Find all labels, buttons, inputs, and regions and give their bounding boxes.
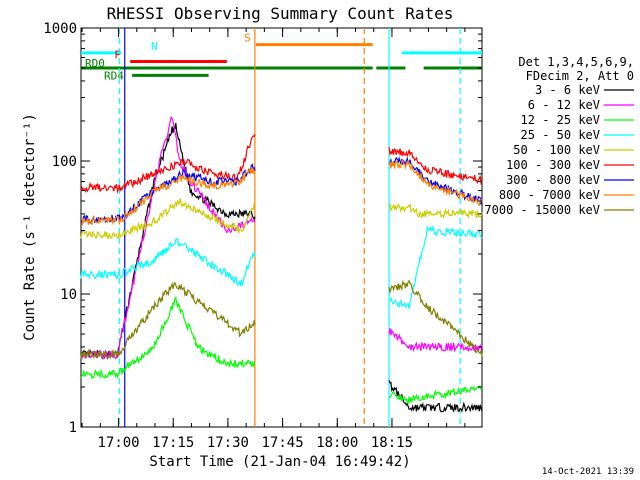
y-axis: 1 10 100 1000: [43, 21, 482, 436]
series-line-7000-15000-kev: [80, 279, 483, 360]
state-label-s: S: [244, 32, 251, 45]
legend-label-7000-15000-kev: 7000 - 15000 keV: [484, 203, 600, 217]
legend-label-50-100-kev: 50 - 100 keV: [513, 143, 600, 157]
y-axis-label: Count Rate (s⁻¹ detector⁻¹): [22, 113, 38, 341]
state-label-rd0: RD0: [85, 57, 105, 70]
series-line-50-100-kev: [80, 198, 483, 240]
state-label-n: N: [151, 40, 158, 53]
x-tick-label: 17:15: [152, 435, 194, 451]
legend-header-line-2: FDecim 2, Att 0: [526, 69, 634, 83]
series-line-25-50-kev: [80, 224, 483, 309]
y-tick-label: 1000: [43, 21, 77, 37]
vertical-markers: [118, 28, 461, 427]
series-line-100-300-kev: [80, 133, 483, 194]
legend-label-12-25-kev: 12 - 25 keV: [521, 113, 600, 127]
legend-label-3-6-kev: 3 - 6 keV: [535, 83, 600, 97]
series-line-6-12-kev: [80, 115, 483, 361]
x-tick-label: 17:30: [207, 435, 249, 451]
data-series: [80, 115, 483, 413]
state-label-rd4: RD4: [104, 69, 124, 82]
plot-frame: [80, 27, 483, 428]
x-axis-label: Start Time (21-Jan-04 16:49:42): [149, 454, 410, 470]
legend-label-25-50-kev: 25 - 50 keV: [521, 128, 600, 142]
legend-label-800-7000-kev: 800 - 7000 keV: [499, 188, 600, 202]
footer-timestamp: 14-Oct-2021 13:39: [542, 467, 634, 477]
x-tick-label: 18:00: [316, 435, 358, 451]
y-tick-label: 100: [52, 154, 77, 170]
chart-title: RHESSI Observing Summary Count Rates: [107, 4, 454, 23]
x-tick-label: 18:15: [371, 435, 413, 451]
legend-label-6-12-kev: 6 - 12 keV: [528, 98, 600, 112]
series-line-12-25-kev: [80, 295, 483, 405]
y-tick-label: 1: [69, 420, 77, 436]
x-tick-label: 17:00: [97, 435, 139, 451]
x-axis: 17:00 17:15 17:30 17:45 18:00 18:15: [81, 28, 466, 451]
y-tick-label: 10: [60, 287, 77, 303]
legend-header-line-1: Det 1,3,4,5,6,9,: [518, 55, 634, 69]
legend-label-300-800-kev: 300 - 800 keV: [506, 173, 600, 187]
legend: Det 1,3,4,5,6,9, FDecim 2, Att 0 3 - 6 k…: [484, 55, 634, 217]
x-tick-label: 17:45: [262, 435, 304, 451]
state-label-f: F: [114, 48, 121, 61]
legend-label-100-300-kev: 100 - 300 keV: [506, 158, 600, 172]
series-line-800-7000-kev: [80, 159, 483, 227]
series-line-3-6-kev: [80, 123, 483, 413]
series-line-300-800-kev: [80, 156, 483, 225]
